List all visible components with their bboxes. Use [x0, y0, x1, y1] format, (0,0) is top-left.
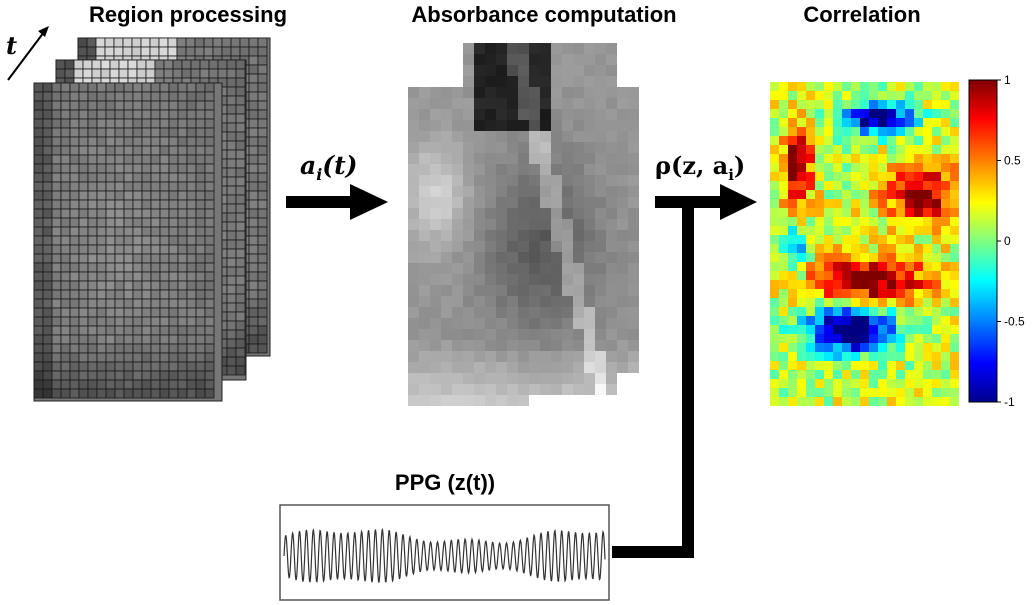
absorbance-map: [408, 43, 639, 406]
ppg-waveform: [283, 527, 606, 583]
colorbar: 1 0.5 0 -0.5 -1: [968, 73, 1025, 409]
absorbance-arrow: [286, 184, 388, 220]
colorbar-tick-label: -1: [1004, 395, 1015, 409]
ppg-title: PPG (z(t)): [395, 470, 495, 495]
absorbance-label: ai(t): [300, 151, 358, 184]
time-arrow: t: [6, 26, 49, 81]
colorbar-tick-label: -0.5: [1004, 315, 1025, 329]
region-frames: [33, 37, 271, 402]
ppg-panel: [279, 504, 610, 601]
correlation-map: [770, 82, 959, 406]
colorbar-ticks: 1 0.5 0 -0.5 -1: [997, 73, 1025, 409]
colorbar-tick-label: 0: [1004, 234, 1011, 248]
frame-front: [33, 82, 223, 402]
colorbar-tick-label: 1: [1004, 73, 1011, 87]
colorbar-tick-label: 0.5: [1004, 154, 1021, 168]
time-label: t: [6, 31, 17, 60]
correlation-label: ρ(z, ai): [655, 151, 745, 184]
region-processing-title: Region processing: [89, 2, 287, 27]
correlation-title: Correlation: [803, 2, 920, 27]
correlation-connector: [612, 184, 757, 558]
absorbance-computation-title: Absorbance computation: [411, 2, 676, 27]
